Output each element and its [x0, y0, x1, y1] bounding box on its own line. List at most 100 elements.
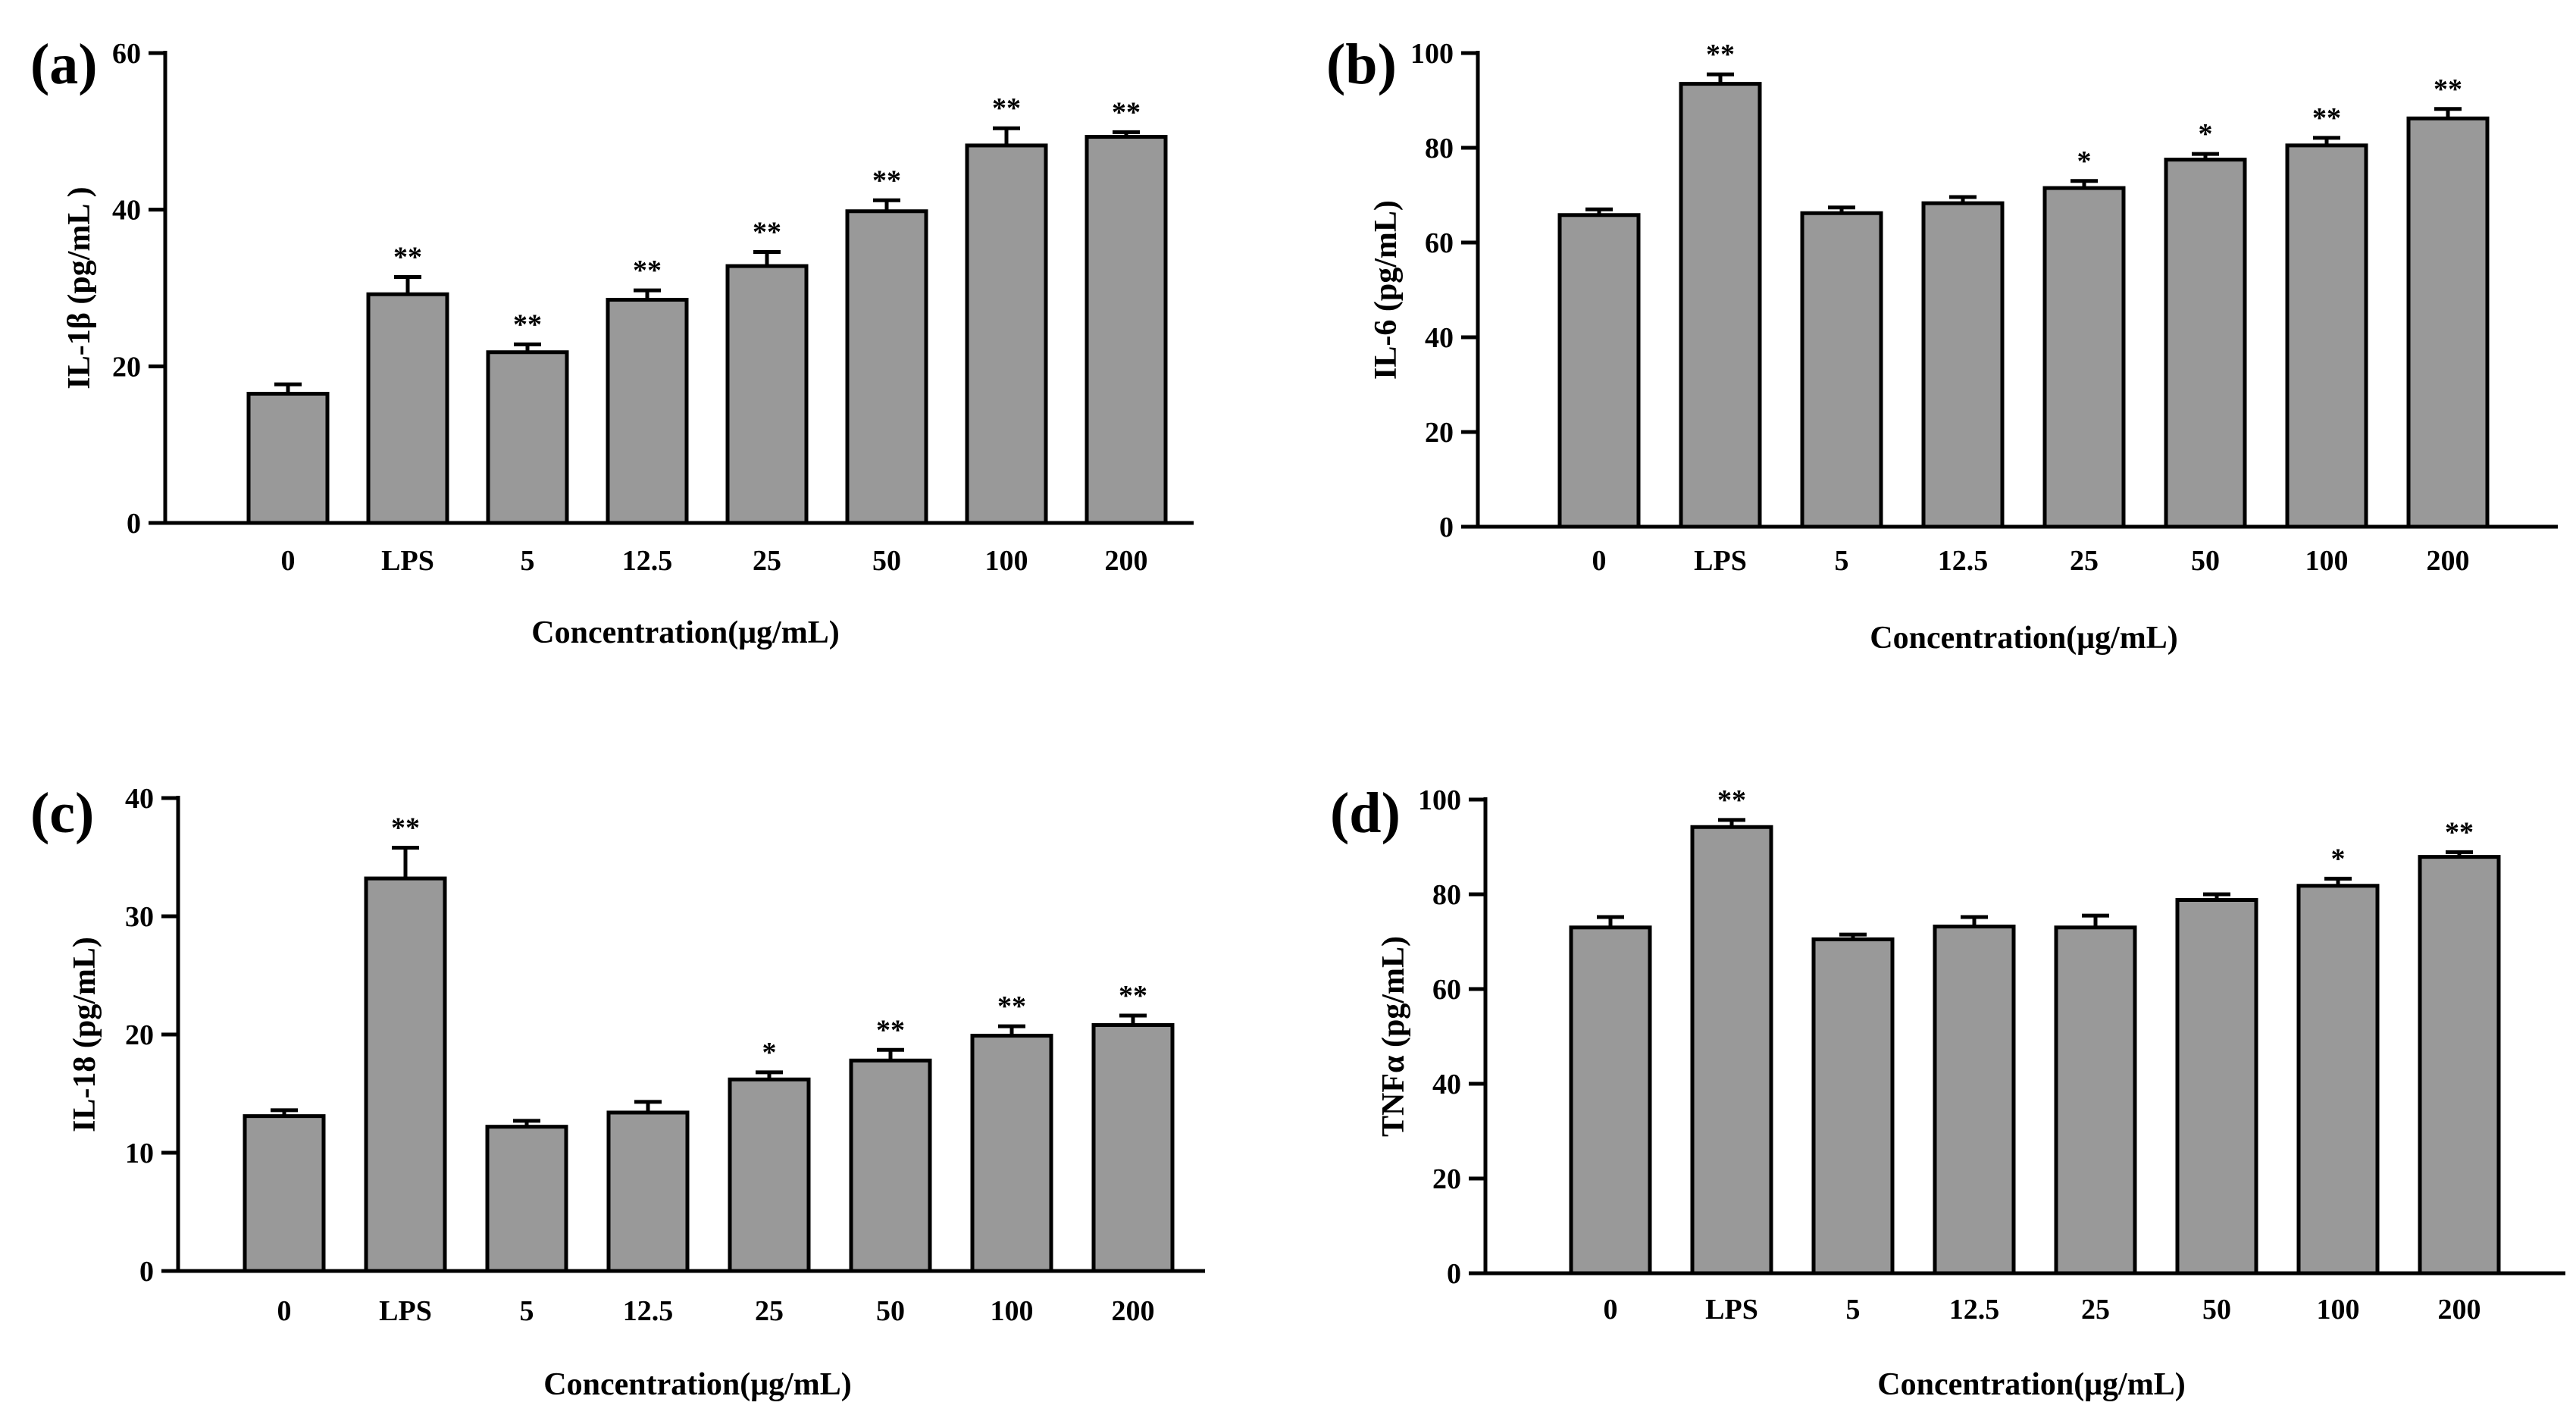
bar [606, 298, 689, 525]
significance-mark: ** [872, 164, 901, 196]
bar [2175, 898, 2258, 1276]
x-tick-label: 200 [1105, 545, 1148, 577]
bar [246, 392, 330, 525]
x-axis-title: Concentration(μg/mL) [1870, 621, 2177, 656]
y-tick-label: 40 [1432, 1069, 1461, 1100]
x-tick-label: 50 [2202, 1294, 2231, 1326]
x-tick-label: 5 [520, 1295, 534, 1327]
significance-mark: ** [753, 216, 781, 248]
bar [2296, 884, 2380, 1276]
y-tick-label: 40 [112, 195, 141, 227]
significance-mark: ** [393, 242, 422, 274]
bar [1569, 925, 1652, 1276]
panel-label: (a) [30, 33, 98, 96]
bar [965, 143, 1048, 525]
panel-label: (d) [1330, 781, 1401, 845]
x-tick-label: 100 [2305, 545, 2349, 577]
y-axis-title: TNFα (pg/mL) [1376, 936, 1411, 1137]
bar [2418, 855, 2501, 1276]
x-axis-title: Concentration(μg/mL) [1877, 1367, 2185, 1402]
bar [849, 1058, 932, 1273]
significance-mark: ** [2312, 102, 2341, 134]
bar [2054, 925, 2137, 1276]
x-tick-label: 5 [521, 545, 535, 577]
bar [1085, 135, 1168, 525]
bar [2042, 186, 2126, 529]
x-tick-label: 12.5 [1938, 545, 1989, 577]
significance-mark: ** [992, 92, 1021, 124]
x-tick-label: 25 [2070, 545, 2099, 577]
y-axis-title: IL-6 (pg/mL) [1369, 200, 1404, 380]
significance-mark: ** [876, 1014, 905, 1046]
bar [728, 1077, 811, 1273]
significance-mark: ** [1112, 96, 1141, 128]
significance-mark: ** [1119, 980, 1147, 1012]
y-tick-label: 60 [1425, 227, 1454, 259]
x-tick-label: 200 [2427, 545, 2470, 577]
significance-mark: ** [1706, 39, 1735, 70]
bar [243, 1114, 326, 1273]
y-tick-label: 10 [125, 1138, 154, 1169]
x-tick-label: 200 [2438, 1294, 2481, 1326]
y-tick-label: 60 [1432, 974, 1461, 1006]
x-axis-title: Concentration(μg/mL) [543, 1367, 851, 1402]
chart-panel-2: (c) 0 10 20 30 40 IL-18 (pg/mL) Concentration(μ… [30, 781, 1205, 1402]
y-tick-label: 0 [139, 1256, 154, 1288]
x-tick-label: 0 [1592, 545, 1607, 577]
x-tick-label: LPS [1705, 1294, 1758, 1326]
y-tick-label: 0 [1439, 512, 1454, 543]
bar [1091, 1023, 1175, 1273]
y-tick-label: 40 [1425, 322, 1454, 354]
y-tick-label: 100 [1418, 784, 1461, 816]
x-tick-label: 100 [985, 545, 1028, 577]
x-tick-label: 0 [281, 545, 296, 577]
significance-mark: * [2199, 118, 2213, 150]
x-tick-label: 50 [876, 1295, 905, 1327]
x-tick-label: 12.5 [622, 545, 673, 577]
significance-mark: ** [2445, 816, 2474, 848]
x-tick-label: 50 [872, 545, 901, 577]
x-tick-label: LPS [381, 545, 434, 577]
bar [1679, 82, 1762, 529]
x-tick-label: LPS [379, 1295, 432, 1327]
significance-mark: ** [633, 255, 662, 286]
x-tick-label: 25 [2081, 1294, 2110, 1326]
bar [1690, 825, 1773, 1276]
bar [1921, 201, 2005, 529]
significance-mark: ** [2434, 74, 2462, 105]
bar [2164, 158, 2247, 529]
significance-mark: ** [997, 991, 1026, 1022]
y-tick-label: 20 [125, 1019, 154, 1051]
y-axis-title: IL-18 (pg/mL) [67, 937, 102, 1132]
y-tick-label: 20 [1432, 1163, 1461, 1195]
y-tick-label: 40 [125, 783, 154, 815]
y-tick-label: 80 [1432, 879, 1461, 911]
bar [2406, 116, 2490, 529]
y-tick-label: 80 [1425, 133, 1454, 164]
bar [970, 1034, 1053, 1273]
bar [2285, 143, 2368, 529]
y-tick-label: 100 [1410, 38, 1454, 70]
x-tick-label: 0 [277, 1295, 292, 1327]
x-tick-label: 12.5 [1949, 1294, 2000, 1326]
panel-label: (b) [1326, 33, 1397, 96]
x-tick-label: 50 [2191, 545, 2220, 577]
chart-panel-3: (d) 0 20 40 60 80 100 TNFα (pg/mL) Concentration… [1330, 781, 2565, 1402]
bar [364, 876, 447, 1273]
bar [1800, 211, 1883, 529]
x-tick-label: 25 [753, 545, 781, 577]
y-axis-title: IL-1β (pg/mL ) [62, 186, 97, 389]
bar [725, 264, 809, 525]
significance-mark: * [2077, 146, 2092, 177]
significance-mark: ** [513, 308, 542, 340]
bar [606, 1110, 690, 1273]
x-tick-label: 100 [2317, 1294, 2360, 1326]
chart-panel-0: (a) 0 20 40 60 IL-1β (pg/mL ) Concentration(μg… [30, 33, 1194, 650]
bar [1557, 213, 1641, 529]
significance-mark: * [2331, 843, 2346, 875]
significance-mark: ** [1717, 784, 1746, 816]
y-tick-label: 60 [112, 38, 141, 70]
x-tick-label: 100 [991, 1295, 1034, 1327]
x-tick-label: 200 [1112, 1295, 1155, 1327]
